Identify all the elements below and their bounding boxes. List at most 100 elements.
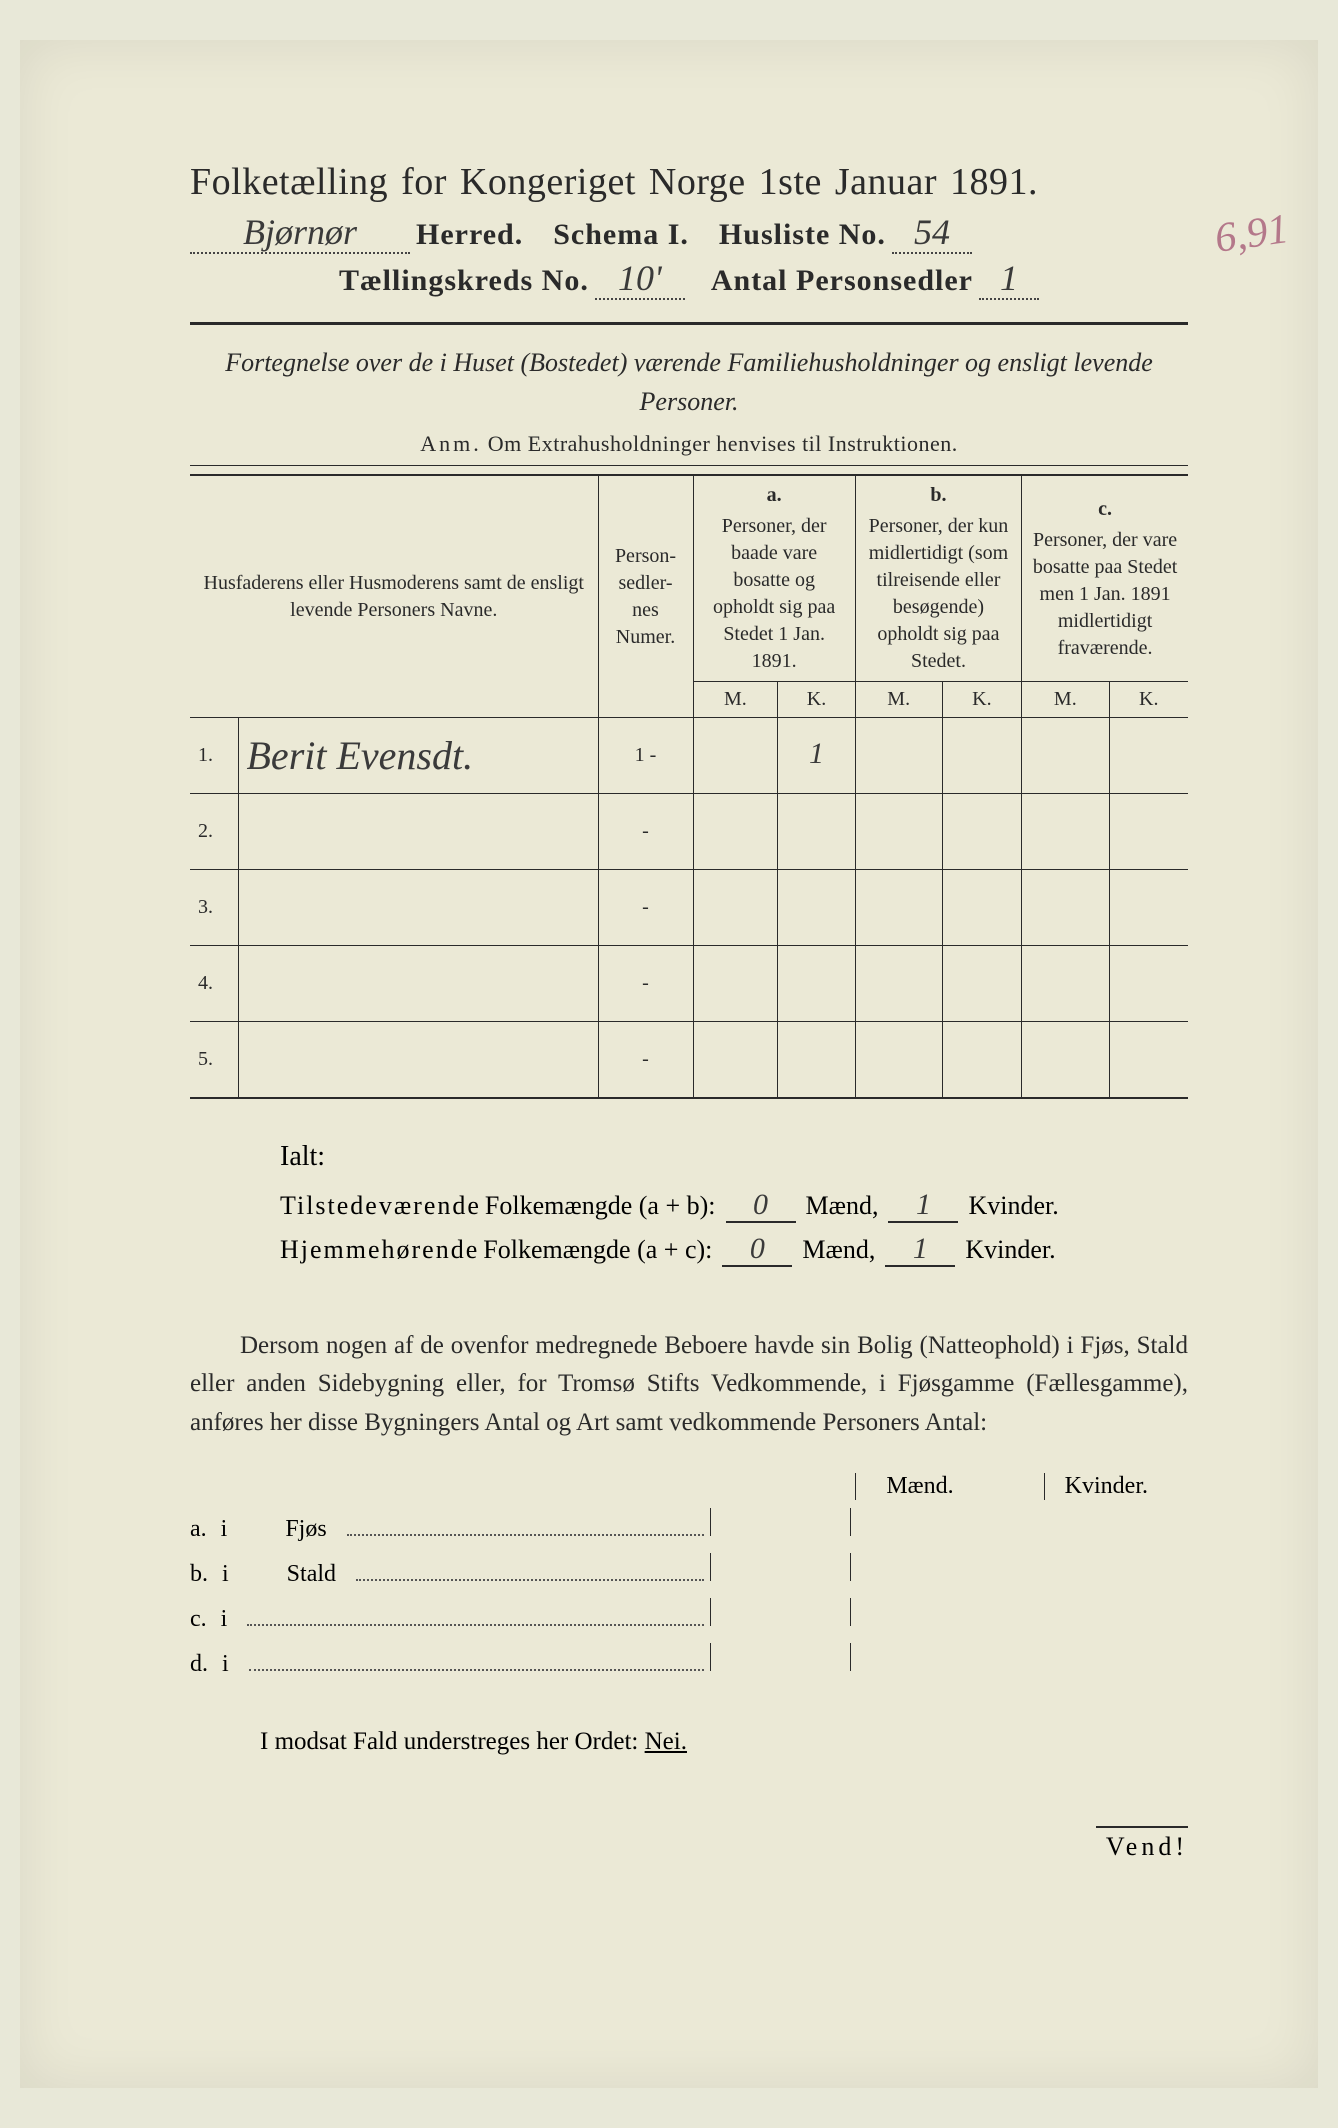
row-b-k: [942, 718, 1022, 794]
row-i: i: [222, 1651, 229, 1678]
final-text: I modsat Fald understreges her Ordet:: [260, 1728, 638, 1755]
row-i: i: [221, 1606, 228, 1633]
resident-kvinder-field: 1: [885, 1235, 955, 1267]
row-a-m: [693, 946, 778, 1022]
row-a-k: 1: [778, 718, 856, 794]
outbuilding-lead: b. i Stald: [190, 1561, 710, 1588]
outbuilding-lead: c. i: [190, 1606, 710, 1633]
row-c-k: [1109, 794, 1188, 870]
outbuilding-cols: [710, 1508, 991, 1536]
table-row: 1. Berit Evensdt. 1 - 1: [190, 718, 1188, 794]
table-row: 3. -: [190, 870, 1188, 946]
col-c-letter: c.: [1030, 496, 1180, 523]
herred-value: Bjørnør: [243, 212, 357, 252]
b-m-header: M.: [855, 682, 942, 718]
outbuilding-cols: [710, 1598, 991, 1626]
table-row: 5. -: [190, 1022, 1188, 1098]
c-m-header: M.: [1022, 682, 1109, 718]
table-row: 4. -: [190, 946, 1188, 1022]
antal-field: 1: [979, 264, 1039, 300]
schema-label: Schema I.: [553, 218, 689, 252]
antal-value: 1: [1000, 258, 1018, 298]
totals-block: Ialt: Tilstedeværende Folkemængde (a + b…: [190, 1141, 1188, 1267]
thin-divider: [190, 465, 1188, 466]
resident-population-line: Hjemmehørende Folkemængde (a + c): 0 Mæn…: [280, 1235, 1188, 1267]
present-kvinder: 1: [916, 1188, 931, 1221]
outbuilding-row: b. i Stald: [190, 1553, 1188, 1588]
antal-label: Antal Personsedler: [711, 264, 973, 298]
row-name-cell: [238, 870, 598, 946]
row-c-m: [1022, 718, 1109, 794]
nei-word: Nei.: [645, 1728, 687, 1755]
maend-label: Mænd,: [802, 1235, 875, 1265]
husliste-label: Husliste No.: [719, 218, 886, 252]
row-numer: -: [598, 870, 693, 946]
margin-annotation: 6,91: [1212, 205, 1291, 263]
row-c-m: [1022, 946, 1109, 1022]
row-c-m: [1022, 794, 1109, 870]
outbuilding-row: c. i: [190, 1598, 1188, 1633]
row-c-m: [1022, 870, 1109, 946]
household-table: Husfaderens eller Husmoderens samt de en…: [190, 474, 1188, 1099]
row-type: Stald: [287, 1561, 336, 1588]
col-a-letter: a.: [702, 482, 847, 509]
resident-label-b: Folkemængde (a + c):: [483, 1235, 712, 1265]
anm-text: Om Extrahusholdninger henvises til Instr…: [488, 431, 958, 456]
present-label-a: Tilstedeværende: [280, 1191, 481, 1221]
a-k-header: K.: [778, 682, 856, 718]
row-letter: c.: [190, 1606, 207, 1633]
anm-line: Anm. Om Extrahusholdninger henvises til …: [190, 431, 1188, 457]
herred-line: Bjørnør Herred. Schema I. Husliste No. 5…: [190, 218, 1188, 254]
row-b-m: [855, 794, 942, 870]
row-a-m: [693, 870, 778, 946]
dots: [249, 1669, 704, 1671]
kvinder-label: Kvinder.: [965, 1235, 1055, 1265]
row-b-k: [942, 946, 1022, 1022]
row-type: Fjøs: [285, 1516, 326, 1543]
present-maend: 0: [753, 1188, 768, 1221]
col-names-text: Husfaderens eller Husmoderens samt de en…: [204, 572, 584, 621]
outbuilding-lead: d. i: [190, 1651, 710, 1678]
outbuilding-cols: [710, 1643, 991, 1671]
row-b-m: [855, 1022, 942, 1098]
row-i: i: [221, 1516, 228, 1543]
dots: [347, 1534, 704, 1536]
row-numer: -: [598, 794, 693, 870]
row-b-k: [942, 1022, 1022, 1098]
row-name-cell: Berit Evensdt.: [238, 718, 598, 794]
col-c-text: Personer, der vare bosatte paa Stedet me…: [1033, 529, 1177, 659]
row-name-cell: [238, 946, 598, 1022]
row-a-k: [778, 870, 856, 946]
row-name-cell: [238, 1022, 598, 1098]
row-numer: -: [598, 946, 693, 1022]
husliste-field: 54: [892, 218, 972, 254]
form-title: Folketælling for Kongeriget Norge 1ste J…: [190, 160, 1188, 204]
kreds-field: 10': [595, 264, 685, 300]
k-col: [851, 1598, 991, 1626]
census-form-page: 6,91 Folketælling for Kongeriget Norge 1…: [20, 40, 1318, 2088]
resident-kvinder: 1: [913, 1232, 928, 1265]
ialt-label: Ialt:: [280, 1141, 1188, 1173]
outbuilding-block: Mænd. Kvinder. a. i Fjøs b. i Stald: [190, 1473, 1188, 1678]
row-c-k: [1109, 1022, 1188, 1098]
vend-label: Vend!: [1096, 1826, 1188, 1862]
row-letter: b.: [190, 1561, 208, 1588]
row-c-m: [1022, 1022, 1109, 1098]
col-b-text: Personer, der kun midlertidigt (som tilr…: [869, 515, 1009, 672]
col-b-letter: b.: [864, 482, 1013, 509]
row-number: 2.: [190, 794, 238, 870]
k-col: [851, 1553, 991, 1581]
m-col: [711, 1643, 851, 1671]
kreds-line: Tællingskreds No. 10' Antal Personsedler…: [190, 264, 1188, 300]
row-numer: 1 -: [598, 718, 693, 794]
row-number: 4.: [190, 946, 238, 1022]
kvinder-label: Kvinder.: [968, 1191, 1058, 1221]
col-numer-header: Person-sedler-nes Numer.: [598, 475, 693, 718]
anm-prefix: Anm.: [420, 431, 482, 456]
present-label-b: Folkemængde (a + b):: [485, 1191, 716, 1221]
kvinder-col-header: Kvinder.: [1044, 1473, 1148, 1500]
row-numer: -: [598, 1022, 693, 1098]
row-c-k: [1109, 718, 1188, 794]
col-b-header: b. Personer, der kun midlertidigt (som t…: [855, 475, 1021, 682]
b-k-header: K.: [942, 682, 1022, 718]
